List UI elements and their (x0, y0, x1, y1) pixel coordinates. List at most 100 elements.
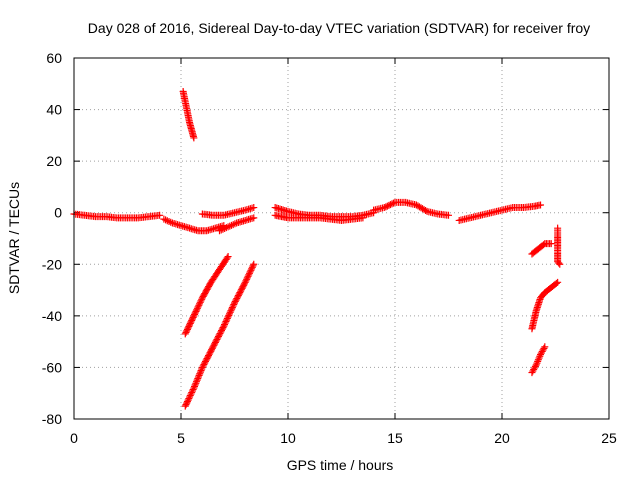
data-point (200, 360, 208, 368)
data-point (224, 253, 232, 261)
data-point (226, 308, 234, 316)
data-point (236, 289, 244, 297)
data-point (202, 356, 210, 364)
data-point (529, 367, 537, 375)
data-point (227, 307, 235, 315)
data-point (188, 389, 196, 397)
data-point (536, 352, 544, 360)
data-point (197, 297, 205, 305)
data-point (249, 262, 257, 270)
data-point (556, 260, 564, 268)
data-point (190, 382, 198, 390)
data-point (541, 343, 549, 351)
y-tick-label: 0 (54, 205, 62, 221)
y-tick-label: -80 (42, 411, 62, 427)
data-point (196, 300, 204, 308)
data-point (231, 297, 239, 305)
data-point (198, 363, 206, 371)
data-point (537, 349, 545, 357)
x-tick-label: 10 (280, 430, 296, 446)
data-point (219, 225, 227, 233)
data-point (537, 351, 545, 359)
data-point (190, 384, 198, 392)
data-point (554, 278, 562, 286)
data-point (185, 322, 193, 330)
data-point (183, 325, 191, 333)
data-point (162, 216, 170, 224)
data-point (193, 304, 201, 312)
data-point (195, 371, 203, 379)
data-point (228, 304, 236, 312)
data-point (165, 217, 173, 225)
data-point (221, 321, 229, 329)
data-point (232, 296, 240, 304)
data-point (190, 312, 198, 320)
data-point (192, 379, 200, 387)
data-point (213, 335, 221, 343)
data-point (206, 349, 214, 357)
data-point (235, 290, 243, 298)
data-point (217, 328, 225, 336)
data-point (221, 224, 229, 232)
data-point (189, 313, 197, 321)
data-point (184, 396, 192, 404)
data-point (226, 310, 234, 318)
data-point (212, 337, 220, 345)
data-point (187, 390, 195, 398)
y-tick-label: -40 (42, 308, 62, 324)
data-point (223, 254, 231, 262)
data-point (216, 227, 224, 235)
data-point (225, 311, 233, 319)
data-point (196, 368, 204, 376)
y-axis-label: SDTVAR / TECUs (6, 182, 22, 294)
data-point (226, 222, 234, 230)
data-point (186, 393, 194, 401)
data-point (194, 303, 202, 311)
data-point (547, 240, 555, 248)
data-point (380, 204, 388, 212)
data-point (182, 401, 190, 409)
data-point (197, 367, 205, 375)
data-point (250, 260, 258, 268)
data-point (552, 279, 560, 287)
data-point (538, 347, 546, 355)
data-point (386, 201, 394, 209)
data-point (241, 278, 249, 286)
data-point (224, 223, 232, 231)
data-point (224, 313, 232, 321)
data-points (70, 88, 564, 410)
data-point (528, 369, 536, 377)
data-point (531, 364, 539, 372)
data-point (167, 218, 175, 226)
x-tick-label: 25 (601, 430, 617, 446)
chart-title: Day 028 of 2016, Sidereal Day-to-day VTE… (88, 20, 590, 36)
y-tick-label: -20 (42, 256, 62, 272)
data-point (228, 221, 236, 229)
data-point (186, 319, 194, 327)
data-point (186, 392, 194, 400)
data-point (192, 378, 200, 386)
data-point (208, 344, 216, 352)
x-tick-label: 15 (387, 430, 403, 446)
data-point (422, 207, 430, 215)
y-tick-label: 20 (46, 153, 62, 169)
data-point (215, 331, 223, 339)
x-tick-label: 20 (494, 430, 510, 446)
data-point (234, 293, 242, 301)
y-tick-label: 60 (46, 50, 62, 66)
data-point (535, 354, 543, 362)
data-point (192, 307, 200, 315)
data-point (217, 226, 225, 234)
data-point (248, 263, 256, 271)
data-point (534, 357, 542, 365)
data-point (230, 301, 238, 309)
data-point (182, 328, 190, 336)
data-point (207, 347, 215, 355)
data-point (555, 259, 563, 267)
data-point (222, 318, 230, 326)
data-point (194, 373, 202, 381)
data-point (208, 346, 216, 354)
data-point (203, 355, 211, 363)
data-point (233, 295, 241, 303)
data-point (216, 330, 224, 338)
